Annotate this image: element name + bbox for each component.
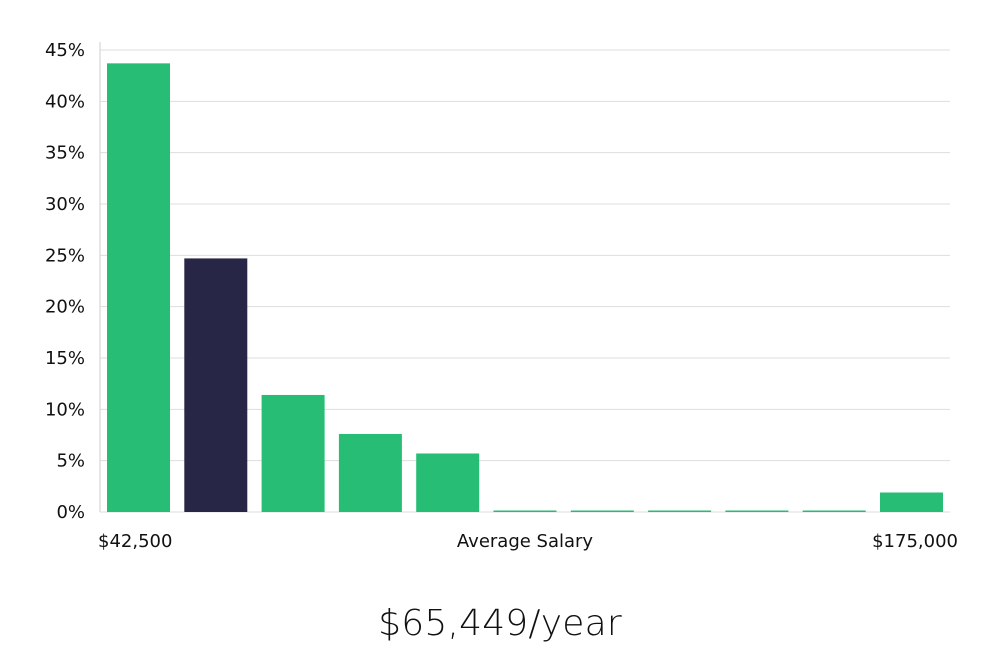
y-tick-label: 15%: [45, 348, 85, 369]
y-tick-label: 0%: [56, 502, 85, 523]
y-tick-label: 10%: [45, 399, 85, 420]
bar: [107, 63, 170, 512]
x-max-label: $175,000: [872, 531, 958, 552]
bars: [107, 63, 943, 512]
y-tick-label: 40%: [45, 91, 85, 112]
bar: [416, 453, 480, 512]
y-tick-label: 35%: [45, 143, 85, 164]
bar: [338, 433, 402, 512]
bar: [493, 510, 557, 512]
average-salary-value: $65,449/year: [378, 603, 622, 644]
bar: [880, 492, 943, 512]
y-tick-label: 20%: [45, 297, 85, 318]
x-min-label: $42,500: [98, 531, 172, 552]
bar: [570, 510, 634, 512]
bar: [802, 510, 866, 512]
bar: [261, 394, 325, 512]
bar-highlighted: [184, 258, 248, 512]
y-tick-label: 30%: [45, 194, 85, 215]
y-tick-labels: 0% 5% 10% 15% 20% 25% 30% 35% 40% 45%: [45, 40, 85, 523]
salary-histogram: 0% 5% 10% 15% 20% 25% 30% 35% 40% 45% $42,500 Ave…: [45, 40, 958, 552]
bar: [648, 510, 712, 512]
x-axis-title: Average Salary: [457, 531, 594, 552]
y-tick-label: 45%: [45, 40, 85, 61]
y-tick-label: 25%: [45, 245, 85, 266]
y-tick-label: 5%: [56, 451, 85, 472]
bar: [725, 510, 789, 512]
